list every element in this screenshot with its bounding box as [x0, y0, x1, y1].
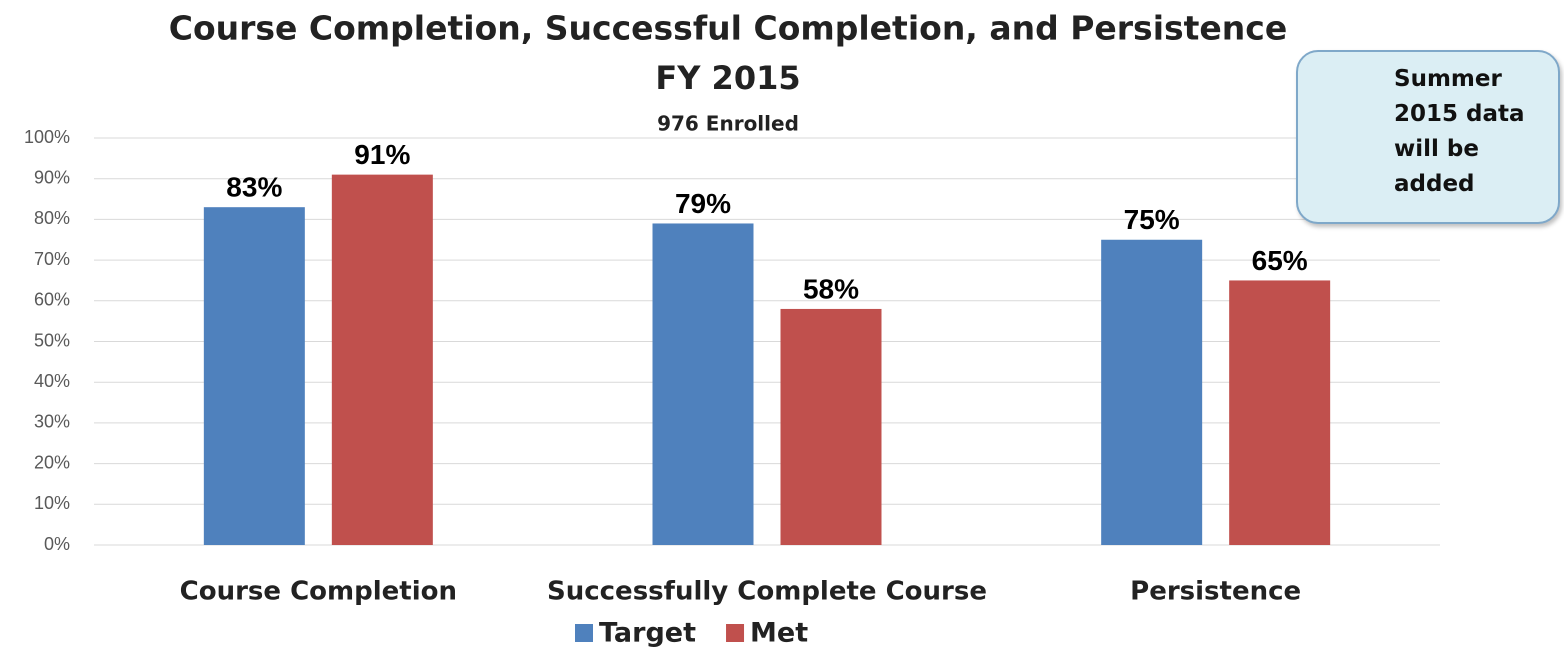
y-tick-label: 70% [34, 249, 70, 269]
y-tick-label: 50% [34, 330, 70, 350]
value-label: 58% [803, 273, 859, 304]
chart-subtitle: FY 2015 [655, 59, 800, 97]
y-tick-label: 100% [24, 127, 70, 147]
value-label: 65% [1252, 245, 1308, 276]
x-tick-label: Course Completion [180, 577, 457, 607]
y-tick-label: 90% [34, 167, 70, 187]
y-tick-label: 40% [34, 371, 70, 391]
legend-label: Target [599, 618, 696, 648]
y-tick-label: 10% [34, 493, 70, 513]
value-label: 75% [1124, 204, 1180, 235]
chart-title: Course Completion, Successful Completion… [169, 9, 1288, 48]
chart-subtitle: 976 Enrolled [657, 112, 799, 136]
y-tick-label: 30% [34, 412, 70, 432]
bar [652, 223, 754, 545]
bar [1101, 239, 1203, 545]
y-tick-label: 20% [34, 452, 70, 472]
y-tick-label: 60% [34, 290, 70, 310]
value-label: 79% [675, 188, 731, 219]
y-tick-label: 80% [34, 208, 70, 228]
bar [780, 308, 882, 545]
bar [1229, 280, 1331, 545]
legend-swatch [575, 624, 593, 642]
value-label: 91% [354, 139, 410, 170]
bar [203, 207, 305, 545]
annotation: Summer 2015 data will be added [1394, 66, 1525, 197]
bar [331, 174, 433, 545]
x-tick-label: Successfully Complete Course [547, 577, 987, 607]
value-label: 83% [226, 172, 282, 203]
legend-label: Met [750, 618, 808, 648]
y-tick-label: 0% [44, 534, 70, 554]
x-tick-label: Persistence [1130, 577, 1301, 607]
annotation-box: Summer 2015 data will be added [1296, 50, 1560, 224]
legend-swatch [726, 624, 745, 642]
